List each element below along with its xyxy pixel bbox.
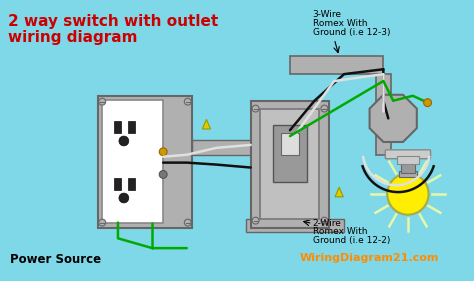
Bar xyxy=(102,100,163,223)
Text: wiring diagram: wiring diagram xyxy=(8,30,137,45)
Text: Power Source: Power Source xyxy=(10,253,101,266)
Bar xyxy=(273,125,307,182)
FancyBboxPatch shape xyxy=(385,150,430,159)
Text: Ground (i.e 12-3): Ground (i.e 12-3) xyxy=(312,28,390,37)
Bar xyxy=(281,133,299,155)
Circle shape xyxy=(99,98,106,105)
Bar xyxy=(290,56,383,74)
Bar xyxy=(114,178,121,190)
Bar xyxy=(98,96,191,228)
Text: Romex With: Romex With xyxy=(312,228,367,237)
Bar xyxy=(191,140,290,155)
Circle shape xyxy=(424,99,431,106)
Text: 2-Wire: 2-Wire xyxy=(312,219,341,228)
Bar xyxy=(128,121,135,133)
Bar xyxy=(375,74,391,155)
Circle shape xyxy=(321,105,328,112)
Bar xyxy=(114,121,121,133)
Polygon shape xyxy=(202,119,210,129)
Circle shape xyxy=(252,105,259,112)
Circle shape xyxy=(387,173,428,215)
Circle shape xyxy=(159,171,167,178)
Circle shape xyxy=(159,148,167,156)
Bar xyxy=(399,171,417,177)
Circle shape xyxy=(252,217,259,224)
Bar xyxy=(397,156,419,164)
Bar xyxy=(401,162,415,173)
Circle shape xyxy=(184,219,191,226)
Circle shape xyxy=(321,217,328,224)
Circle shape xyxy=(119,193,129,203)
Text: Ground (i.e 12-2): Ground (i.e 12-2) xyxy=(312,236,390,245)
Text: 2 way switch with outlet: 2 way switch with outlet xyxy=(8,14,218,29)
Bar xyxy=(251,101,329,228)
Polygon shape xyxy=(335,187,343,197)
Bar xyxy=(246,219,344,232)
Text: 3-Wire: 3-Wire xyxy=(312,10,342,19)
Text: WiringDiagram21.com: WiringDiagram21.com xyxy=(300,253,439,263)
Bar xyxy=(261,108,319,219)
Circle shape xyxy=(99,219,106,226)
Bar xyxy=(128,178,135,190)
Text: Romex With: Romex With xyxy=(312,19,367,28)
Circle shape xyxy=(184,98,191,105)
Circle shape xyxy=(119,136,129,146)
